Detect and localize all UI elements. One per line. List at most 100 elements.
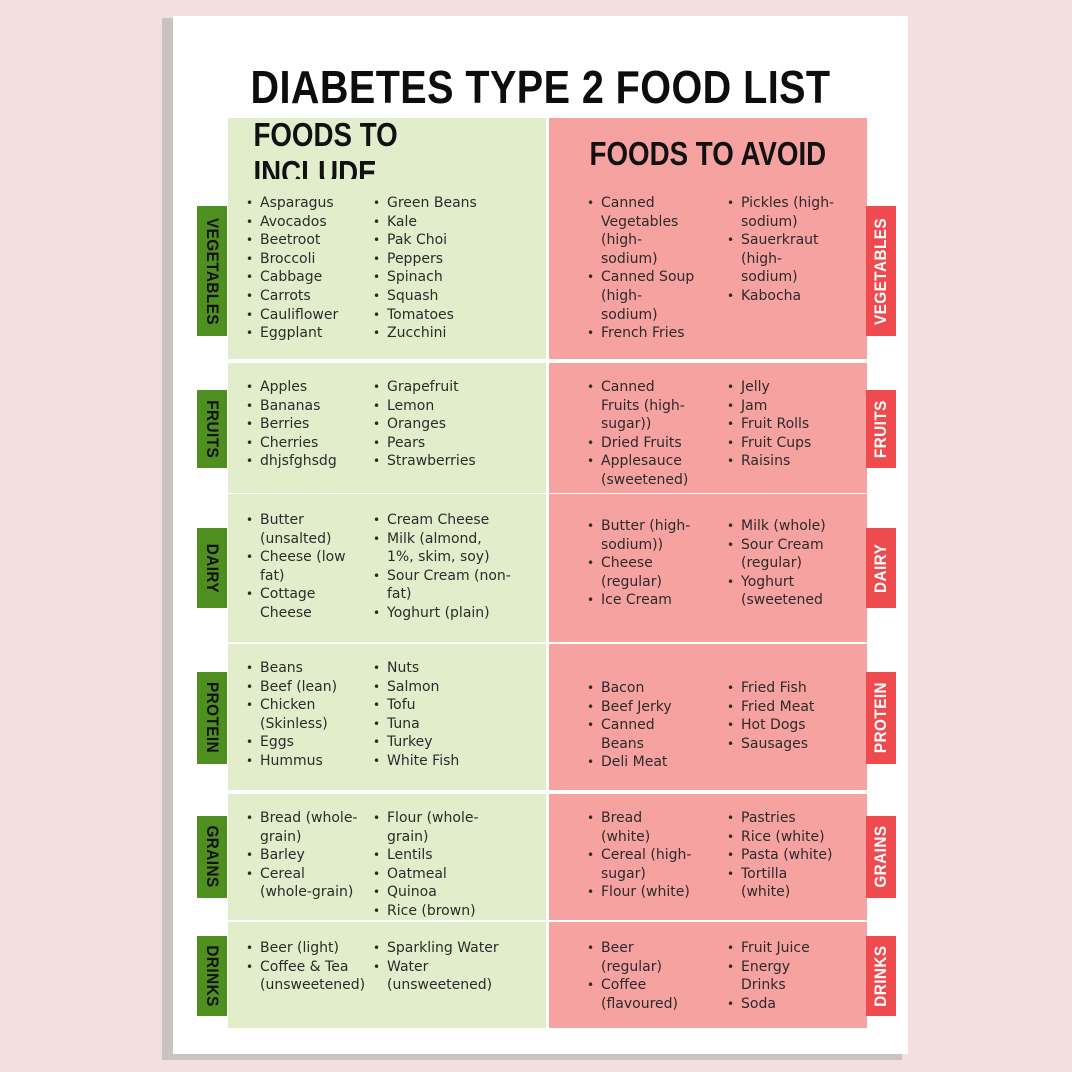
food-item: Beetroot: [244, 231, 359, 250]
food-item: Lemon: [371, 397, 511, 416]
avoid-list-col-1: Bread (white)Cereal (high-sugar)Flour (w…: [585, 809, 695, 902]
food-item: Green Beans: [371, 194, 511, 213]
food-item: Cottage Cheese: [244, 585, 359, 622]
panel-include-grains: Bread (whole-grain)BarleyCereal (whole-g…: [228, 794, 546, 920]
food-item: Milk (almond, 1%, skim, soy): [371, 530, 511, 567]
food-item: Pastries: [725, 809, 835, 828]
food-item: Energy Drinks: [725, 958, 835, 995]
avoid-list-col-2: JellyJamFruit RollsFruit CupsRaisins: [725, 378, 835, 471]
food-item: Berries: [244, 415, 359, 434]
food-item: Canned Vegetables (high-sodium): [585, 194, 695, 268]
tab-avoid-dairy: DAIRY: [866, 528, 896, 608]
food-item: White Fish: [371, 752, 511, 771]
food-item: Cabbage: [244, 268, 359, 287]
food-item: Cheese (low fat): [244, 548, 359, 585]
food-item: Butter (unsalted): [244, 511, 359, 548]
food-item: Chicken (Skinless): [244, 696, 359, 733]
header-foods-to-include: FOODS TO INCLUDE: [228, 116, 546, 191]
poster-title: DIABETES TYPE 2 FOOD LIST: [250, 61, 831, 113]
header-foods-to-avoid: FOODS TO AVOID: [549, 118, 867, 190]
include-list-col-1: Beer (light)Coffee & Tea (unsweetened): [244, 939, 365, 995]
food-item: Coffee (flavoured): [585, 976, 695, 1013]
food-item: Barley: [244, 846, 359, 865]
food-item: Sausages: [725, 735, 835, 754]
tab-include-vegetables: VEGETABLES: [197, 206, 227, 336]
tab-avoid-vegetables: VEGETABLES: [866, 206, 896, 336]
tab-include-protein: PROTEIN: [197, 672, 227, 764]
food-item: Kale: [371, 213, 511, 232]
food-item: dhjsfghsdg: [244, 452, 359, 471]
include-list-col-1: Bread (whole-grain)BarleyCereal (whole-g…: [244, 809, 359, 902]
food-item: Canned Soup (high-sodium): [585, 268, 695, 324]
food-item: Turkey: [371, 733, 511, 752]
food-item: Fruit Cups: [725, 434, 835, 453]
food-item: Kabocha: [725, 287, 835, 306]
food-item: Pickles (high-sodium): [725, 194, 835, 231]
tab-include-label: DAIRY: [203, 543, 222, 593]
avoid-list-col-2: Milk (whole)Sour Cream (regular)Yoghurt …: [725, 517, 835, 610]
include-list-col-1: ApplesBananasBerriesCherriesdhjsfghsdg: [244, 378, 359, 471]
food-item: Fried Fish: [725, 679, 835, 698]
panel-avoid-grains: Bread (white)Cereal (high-sugar)Flour (w…: [549, 794, 867, 920]
food-item: Hummus: [244, 752, 359, 771]
food-item: Water (unsweetened): [371, 958, 511, 995]
food-item: Sour Cream (non-fat): [371, 567, 511, 604]
food-item: Tofu: [371, 696, 511, 715]
avoid-list-col-2: PastriesRice (white)Pasta (white)Tortill…: [725, 809, 835, 902]
food-item: Yoghurt (plain): [371, 604, 511, 623]
food-item: Jam: [725, 397, 835, 416]
food-item: Spinach: [371, 268, 511, 287]
tab-include-drinks: DRINKS: [197, 936, 227, 1016]
tab-include-label: VEGETABLES: [203, 217, 222, 325]
panel-avoid-protein: BaconBeef JerkyCanned BeansDeli Meat Frie…: [549, 644, 867, 790]
food-item: Beer (regular): [585, 939, 695, 976]
food-item: Raisins: [725, 452, 835, 471]
food-item: French Fries: [585, 324, 695, 343]
panel-avoid-dairy: Butter (high-sodium))Cheese (regular)Ice…: [549, 494, 867, 642]
food-item: Rice (brown): [371, 902, 511, 921]
food-item: Deli Meat: [585, 753, 695, 772]
food-item: Apples: [244, 378, 359, 397]
food-item: Eggplant: [244, 324, 359, 343]
include-list-col-2: Sparkling WaterWater (unsweetened): [371, 939, 511, 995]
food-item: Jelly: [725, 378, 835, 397]
include-list-col-1: Butter (unsalted)Cheese (low fat)Cottage…: [244, 511, 359, 623]
avoid-list-col-2: Fruit JuiceEnergy DrinksSoda: [725, 939, 835, 1013]
tab-include-fruits: FRUITS: [197, 390, 227, 468]
food-item: Nuts: [371, 659, 511, 678]
food-item: Hot Dogs: [725, 716, 835, 735]
food-item: Beer (light): [244, 939, 359, 958]
panel-include-fruits: ApplesBananasBerriesCherriesdhjsfghsdgGr…: [228, 363, 546, 493]
food-item: Ice Cream: [585, 591, 695, 610]
food-item: Tuna: [371, 715, 511, 734]
panel-include-dairy: Butter (unsalted)Cheese (low fat)Cottage…: [228, 494, 546, 642]
food-item: Fruit Rolls: [725, 415, 835, 434]
food-item: Strawberries: [371, 452, 511, 471]
food-item: Tomatoes: [371, 306, 511, 325]
panel-avoid-vegetables: Canned Vegetables (high-sodium)Canned So…: [549, 179, 867, 359]
food-item: Cherries: [244, 434, 359, 453]
avoid-list-col-1: BaconBeef JerkyCanned BeansDeli Meat: [585, 679, 695, 772]
food-item: Milk (whole): [725, 517, 835, 536]
food-item: Dried Fruits: [585, 434, 695, 453]
food-item: Avocados: [244, 213, 359, 232]
food-item: Sparkling Water: [371, 939, 511, 958]
panel-avoid-drinks: Beer (regular)Coffee (flavoured) Fruit Ju…: [549, 922, 867, 1028]
food-item: Beans: [244, 659, 359, 678]
tab-include-label: GRAINS: [203, 825, 222, 889]
food-item: Asparagus: [244, 194, 359, 213]
food-item: Tortilla (white): [725, 865, 835, 902]
tab-avoid-label: DRINKS: [871, 945, 890, 1007]
food-item: Carrots: [244, 287, 359, 306]
food-item: Oranges: [371, 415, 511, 434]
food-item: Sour Cream (regular): [725, 536, 835, 573]
food-item: Cauliflower: [244, 306, 359, 325]
food-item: Butter (high-sodium)): [585, 517, 695, 554]
food-item: Cream Cheese: [371, 511, 511, 530]
food-item: Canned Fruits (high-sugar)): [585, 378, 695, 434]
avoid-list-col-1: Canned Vegetables (high-sodium)Canned So…: [585, 194, 695, 343]
food-item: Flour (white): [585, 883, 695, 902]
food-item: Cereal (whole-grain): [244, 865, 359, 902]
food-item: Beef Jerky: [585, 698, 695, 717]
include-list-col-1: BeansBeef (lean)Chicken (Skinless)EggsHu…: [244, 659, 359, 771]
